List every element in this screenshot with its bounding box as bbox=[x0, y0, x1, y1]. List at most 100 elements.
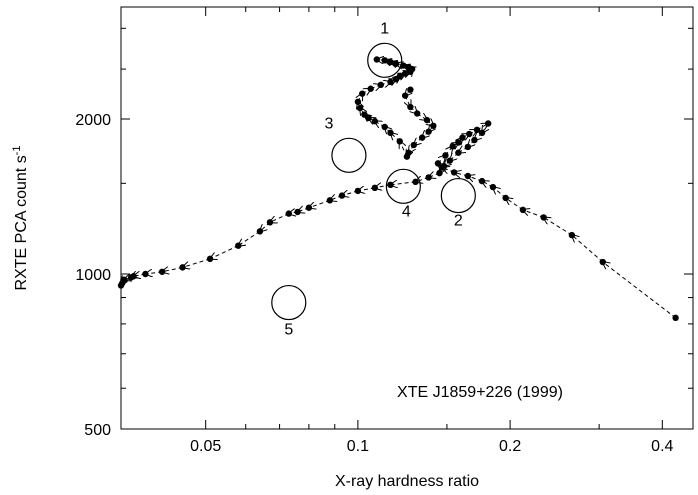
series-1-point bbox=[425, 174, 432, 181]
series-1-segment bbox=[390, 182, 416, 185]
series-2-point bbox=[381, 57, 388, 64]
x-tick-label: 0.2 bbox=[499, 438, 521, 455]
y-tick-label: 1000 bbox=[75, 267, 111, 284]
series-2-point bbox=[367, 85, 374, 92]
series-2-point bbox=[387, 78, 394, 86]
series-1-point bbox=[672, 314, 679, 322]
series-1-point bbox=[455, 149, 462, 156]
series-1-point bbox=[436, 169, 443, 177]
series-2-point bbox=[354, 98, 362, 105]
y-axis-label-superscript: -1 bbox=[11, 146, 23, 156]
plot-frame bbox=[120, 6, 694, 430]
series-1-segment bbox=[238, 230, 261, 245]
series-1-segment bbox=[523, 210, 544, 218]
series-2-point bbox=[387, 129, 394, 137]
annotation-label: XTE J1859+226 (1999) bbox=[397, 384, 563, 401]
series-2-point bbox=[413, 110, 421, 117]
series-1-point bbox=[179, 264, 186, 271]
series-2-point bbox=[423, 116, 431, 124]
highlight-circle-5 bbox=[271, 284, 307, 321]
series-2-point bbox=[387, 58, 394, 66]
highlight-circle-2 bbox=[440, 177, 476, 214]
series-1-point bbox=[478, 177, 486, 185]
series-1-point bbox=[471, 136, 478, 144]
series-1-point bbox=[158, 268, 166, 275]
series-1-point bbox=[465, 130, 473, 138]
series-2-point bbox=[396, 73, 403, 80]
series-1-point bbox=[459, 134, 466, 141]
series-1-segment bbox=[309, 199, 330, 207]
series-1-point bbox=[434, 160, 442, 167]
series-2-point bbox=[407, 86, 414, 93]
y-axis-label: RXTE PCA count s-1 bbox=[11, 146, 30, 291]
series-1-point bbox=[599, 258, 606, 266]
series-1-point bbox=[440, 162, 448, 170]
series-2-point bbox=[359, 90, 366, 97]
series-1-point bbox=[256, 228, 264, 235]
circle-label-1: 1 bbox=[380, 20, 389, 37]
series-2-point bbox=[403, 153, 411, 160]
series-1-point bbox=[484, 120, 492, 127]
series-2-point bbox=[373, 56, 381, 63]
series-1-point bbox=[387, 181, 394, 189]
series-1-point bbox=[473, 126, 481, 134]
series-1-point bbox=[519, 206, 527, 214]
highlight-circle-3 bbox=[331, 137, 367, 173]
series-1-point bbox=[206, 255, 214, 263]
series-2-point bbox=[377, 81, 385, 89]
series-1-point bbox=[371, 184, 378, 192]
series-1-point bbox=[455, 139, 462, 146]
series-1-point bbox=[446, 157, 454, 164]
series-2-point bbox=[418, 134, 426, 141]
series-1-point bbox=[117, 282, 125, 289]
series-2-point bbox=[361, 111, 368, 118]
circle-label-5: 5 bbox=[284, 322, 293, 339]
series-1-segment bbox=[572, 235, 604, 263]
highlight-circle-4 bbox=[385, 168, 421, 204]
series-1-segment bbox=[183, 258, 211, 268]
series-1-point bbox=[338, 192, 346, 199]
series-1-point bbox=[235, 242, 242, 249]
series-1-point bbox=[478, 129, 486, 137]
series-1-point bbox=[354, 187, 362, 195]
x-tick-label: 0.05 bbox=[190, 438, 221, 455]
x-tick-label: 0.4 bbox=[651, 438, 673, 455]
series-1-segment bbox=[506, 198, 524, 211]
circle-label-2: 2 bbox=[454, 213, 463, 230]
series-1-point bbox=[142, 270, 149, 278]
x-axis-label: X-ray hardness ratio bbox=[335, 473, 479, 490]
series-1-point bbox=[442, 152, 449, 159]
series-1-segment bbox=[270, 213, 289, 223]
axis-tick-labels: 0.05 0.1 0.2 0.4 500 1000 2000 bbox=[75, 112, 673, 455]
circle-label-4: 4 bbox=[402, 203, 411, 220]
series-1-point bbox=[502, 194, 509, 202]
axis-ticks bbox=[121, 7, 693, 430]
highlight-circles: 1 2 3 4 5 bbox=[271, 20, 476, 339]
series-1-point bbox=[285, 210, 292, 217]
series-1-segment bbox=[603, 262, 676, 319]
y-tick-label: 2000 bbox=[75, 112, 111, 129]
series-2-point bbox=[410, 141, 418, 149]
series-2-point bbox=[401, 70, 409, 77]
series-1-segment bbox=[162, 267, 183, 271]
series-1-point bbox=[449, 143, 456, 150]
series-1-point bbox=[412, 178, 419, 186]
series-2-point bbox=[407, 103, 414, 111]
series-1-point bbox=[266, 219, 274, 226]
highlight-circle-1 bbox=[367, 42, 403, 78]
series-1-point bbox=[305, 204, 313, 211]
series-1-point bbox=[127, 274, 135, 281]
series-1-segment bbox=[544, 217, 573, 236]
x-tick-label: 0.1 bbox=[347, 438, 369, 455]
series-1-point bbox=[540, 214, 547, 221]
series-2-point bbox=[425, 128, 432, 135]
series-1-segment bbox=[210, 245, 239, 259]
series-2-point bbox=[392, 60, 400, 67]
series-2-point bbox=[401, 92, 409, 99]
series-1-point bbox=[326, 197, 334, 204]
series-2-point bbox=[430, 122, 437, 129]
data-series bbox=[117, 56, 679, 322]
series-2-point bbox=[356, 104, 364, 112]
circle-label-3: 3 bbox=[324, 115, 333, 132]
